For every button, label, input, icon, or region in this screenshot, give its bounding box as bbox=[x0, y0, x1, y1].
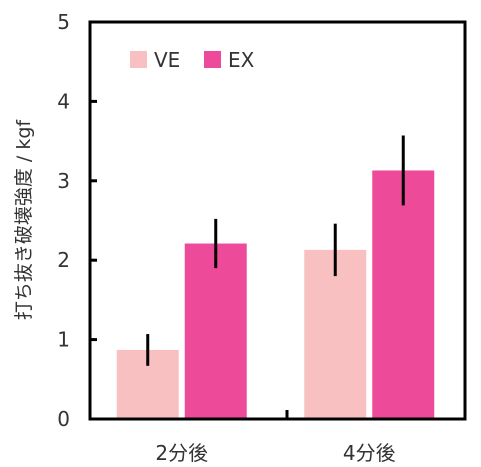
plot-frame bbox=[88, 20, 467, 421]
y-axis-title: 打ち抜き破壊強度 / kgf bbox=[13, 119, 35, 321]
x-category-label: 2分後 bbox=[155, 441, 208, 465]
bars bbox=[116, 170, 435, 419]
x-axis-categories: 2分後 4分後 bbox=[155, 441, 395, 465]
legend: VE EX bbox=[130, 48, 255, 72]
y-tick-label: 3 bbox=[57, 169, 70, 193]
bar-ve-1 bbox=[304, 249, 367, 419]
y-tick-label: 5 bbox=[57, 10, 70, 34]
error-bars bbox=[146, 135, 405, 366]
x-category-label: 4分後 bbox=[343, 441, 396, 465]
bar-ex-0 bbox=[184, 243, 247, 419]
y-tick-label: 2 bbox=[57, 248, 70, 272]
legend-swatch-ex bbox=[204, 51, 221, 68]
y-tick-label: 4 bbox=[57, 89, 70, 113]
legend-label-ex: EX bbox=[228, 48, 255, 72]
legend-swatch-ve bbox=[130, 51, 147, 68]
y-tick-label: 0 bbox=[57, 407, 70, 431]
bar-ex-1 bbox=[372, 170, 435, 419]
y-axis-ticks: 0 1 2 3 4 5 bbox=[57, 10, 97, 431]
y-tick-label: 1 bbox=[57, 328, 70, 352]
legend-label-ve: VE bbox=[154, 48, 180, 72]
